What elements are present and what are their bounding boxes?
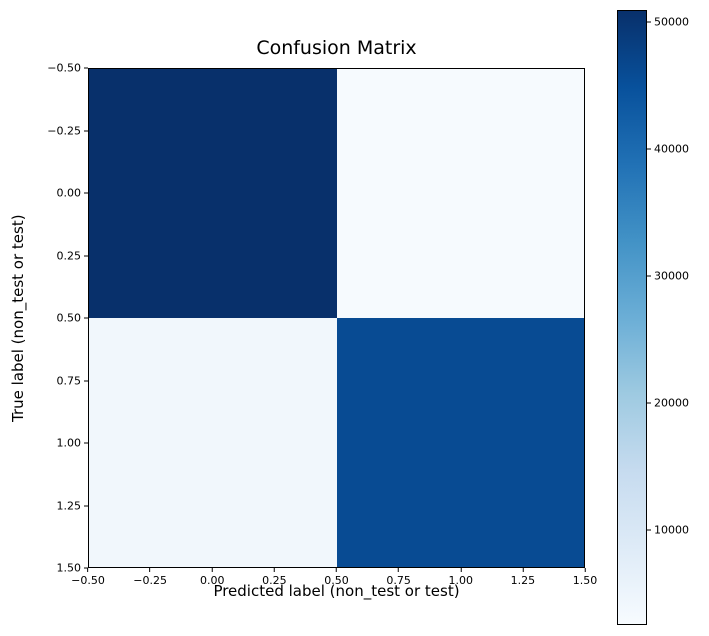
x-tick: −0.50 (71, 568, 105, 587)
tick-mark (398, 568, 400, 572)
tick-mark (84, 317, 88, 319)
y-tick-label: 0.00 (56, 186, 82, 200)
tick-mark (84, 67, 88, 69)
matrix-cell-true0-pred1 (336, 69, 584, 318)
x-tick-label: −0.25 (133, 574, 167, 587)
tick-mark (211, 568, 213, 572)
y-tick-label: 1.00 (56, 436, 82, 450)
y-tick-label: 1.25 (56, 499, 82, 512)
tick-mark (84, 255, 88, 256)
colorbar-tick: 50000 (647, 16, 689, 29)
tick-mark (84, 505, 88, 506)
x-tick-label: 0.75 (386, 574, 411, 587)
y-tick-label: −0.25 (47, 124, 81, 137)
tick-mark (84, 192, 88, 194)
y-tick-label: 1.50 (56, 561, 82, 575)
tick-mark (84, 567, 88, 569)
x-axis-label: Predicted label (non_test or test) (213, 582, 460, 600)
x-tick: 1.50 (572, 568, 598, 587)
y-tick: −0.25 (47, 124, 88, 137)
tick-mark (647, 402, 651, 404)
colorbar-tick-label: 20000 (654, 396, 689, 410)
y-axis-label: True label (non_test or test) (9, 214, 27, 422)
y-tick-label: 0.25 (56, 249, 82, 262)
colorbar-tick-label: 10000 (654, 523, 689, 537)
tick-mark (647, 148, 651, 150)
y-tick: 1.50 (56, 561, 88, 575)
colorbar-tick-label: 50000 (654, 15, 689, 29)
x-tick-label: 1.50 (572, 574, 598, 587)
x-tick: 1.25 (510, 568, 536, 587)
y-tick: 1.25 (56, 499, 88, 512)
chart-title: Confusion Matrix (256, 37, 417, 59)
x-tick: 0.75 (386, 568, 411, 587)
tick-mark (522, 568, 524, 572)
colorbar-tick-label: 40000 (654, 142, 689, 156)
x-tick: −0.25 (133, 568, 167, 587)
colorbar-tick: 10000 (647, 524, 689, 537)
x-tick: 0.50 (324, 568, 349, 587)
x-axis-ticks: −0.50 −0.25 0.00 0.25 0.50 0.75 1.00 1.2… (71, 568, 597, 590)
y-tick-label: −0.50 (47, 61, 81, 75)
x-tick-label: 1.25 (510, 574, 536, 587)
colorbar (617, 10, 647, 625)
y-tick: 0.00 (56, 186, 88, 200)
tick-mark (460, 568, 462, 572)
tick-mark (584, 568, 586, 572)
tick-mark (87, 568, 89, 572)
x-tick: 1.00 (448, 568, 474, 587)
colorbar-tick: 20000 (647, 396, 689, 409)
tick-mark (647, 529, 651, 531)
tick-mark (84, 380, 88, 381)
x-tick: 0.25 (262, 568, 287, 587)
y-tick: 0.75 (56, 374, 88, 387)
y-tick-label: 0.50 (56, 311, 82, 325)
y-tick-label: 0.75 (56, 374, 82, 387)
x-tick: 0.00 (200, 568, 225, 587)
x-tick-label: 0.00 (200, 574, 225, 587)
y-axis-ticks: −0.50 −0.25 0.00 0.25 0.50 0.75 1.00 1.2… (34, 62, 88, 575)
tick-mark (647, 275, 651, 277)
tick-mark (336, 568, 337, 572)
colorbar-tick: 30000 (647, 270, 689, 283)
colorbar-tick: 40000 (647, 142, 689, 155)
x-tick-label: 1.00 (448, 574, 474, 587)
y-tick: 0.50 (56, 311, 88, 325)
x-tick-label: −0.50 (71, 574, 105, 587)
tick-mark (149, 568, 151, 572)
y-tick: −0.50 (47, 62, 88, 75)
tick-mark (84, 130, 88, 131)
y-tick: 0.25 (56, 249, 88, 262)
x-tick-label: 0.25 (262, 574, 287, 587)
tick-mark (647, 21, 651, 23)
matrix-cell-true1-pred1 (336, 318, 584, 567)
colorbar-ticks: 10000 20000 30000 40000 50000 (647, 10, 709, 625)
colorbar-tick-label: 30000 (654, 269, 689, 283)
matrix-cell-true0-pred0 (89, 69, 337, 318)
tick-mark (273, 568, 275, 572)
plot-area (88, 68, 585, 568)
y-tick: 1.00 (56, 436, 88, 450)
tick-mark (84, 442, 88, 444)
matrix-cell-true1-pred0 (89, 318, 337, 567)
x-tick-label: 0.50 (324, 574, 349, 587)
